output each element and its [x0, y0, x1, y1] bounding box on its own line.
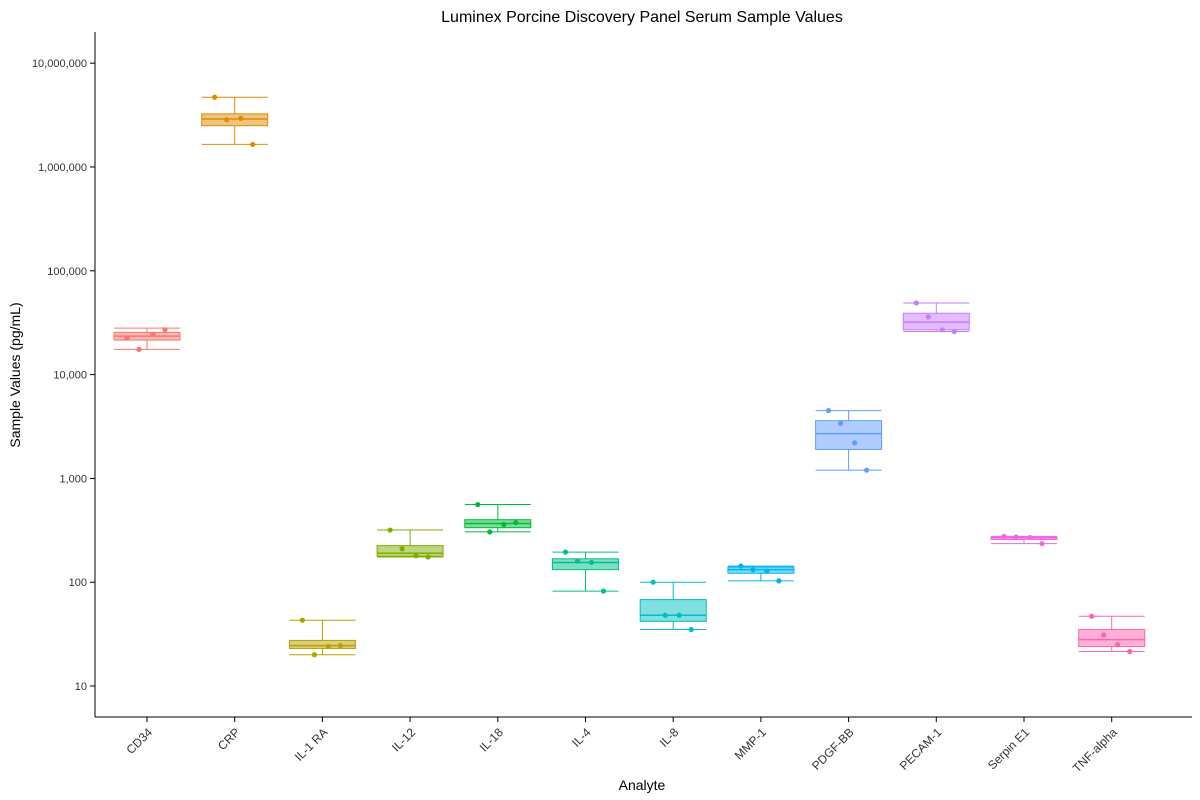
data-point	[162, 327, 168, 333]
x-tick-label: CD34	[124, 725, 156, 757]
data-point	[913, 300, 919, 306]
data-point	[238, 115, 244, 121]
data-point	[1101, 632, 1107, 638]
data-point	[387, 527, 393, 533]
box-group	[727, 563, 795, 584]
box-iqr	[639, 599, 707, 622]
y-tick-label: 100,000	[47, 266, 87, 278]
data-point	[838, 420, 844, 426]
data-point	[951, 328, 957, 335]
data-point	[337, 643, 343, 649]
box-group	[990, 533, 1058, 547]
x-axis-title: Analyte	[619, 777, 666, 793]
data-point	[250, 141, 256, 148]
data-point	[1001, 533, 1007, 540]
data-point	[600, 588, 607, 594]
y-tick-label: 100	[69, 577, 87, 589]
data-point	[212, 94, 218, 100]
box-group	[376, 527, 444, 560]
x-tick-label: IL-8	[657, 725, 682, 750]
data-point	[124, 335, 130, 341]
data-point	[925, 314, 931, 320]
plot-area	[113, 94, 1146, 658]
data-point	[688, 626, 694, 633]
data-point	[1089, 613, 1095, 619]
x-tick-label: PDGF-BB	[809, 725, 857, 773]
x-tick-label: CRP	[215, 725, 243, 753]
box-iqr	[552, 558, 619, 571]
box-group	[201, 94, 269, 148]
data-point	[776, 578, 782, 584]
data-point	[662, 612, 668, 618]
x-tick-label: MMP-1	[732, 725, 769, 762]
box-iqr	[201, 113, 269, 127]
data-point	[852, 440, 858, 446]
y-tick-label: 10,000	[53, 370, 87, 382]
box-group	[639, 579, 707, 633]
box-group	[552, 549, 619, 594]
box-iqr	[815, 420, 883, 450]
data-point	[738, 563, 744, 569]
y-tick-label: 1,000,000	[38, 162, 87, 174]
data-point	[864, 467, 870, 473]
data-point	[150, 331, 156, 337]
box-group	[464, 501, 532, 535]
y-axis: 10 100 1,000 10,000 100,000 1,000,000 10,000,0…	[32, 32, 96, 717]
data-point	[588, 559, 595, 566]
data-point	[676, 612, 682, 618]
data-point	[1013, 534, 1019, 540]
box-group	[815, 407, 883, 473]
x-tick-label: IL-18	[477, 725, 506, 754]
box-group	[113, 327, 181, 352]
data-point	[826, 407, 832, 414]
y-tick-label: 1,000	[59, 473, 87, 485]
y-axis-title: Sample Values (pg/mL)	[7, 302, 23, 447]
data-point	[501, 521, 507, 528]
box-iqr	[288, 639, 356, 649]
x-tick-label: TNF-alpha	[1070, 725, 1120, 775]
box-iqr	[1078, 629, 1146, 648]
box-iqr	[376, 545, 444, 557]
data-point	[224, 117, 230, 123]
data-point	[299, 617, 305, 623]
data-point	[1027, 534, 1033, 541]
x-tick-label: PECAM-1	[897, 725, 945, 773]
x-tick-label: Serpin E1	[985, 725, 1032, 772]
chart-title: Luminex Porcine Discovery Panel Serum Sa…	[441, 9, 843, 26]
data-point	[650, 579, 656, 585]
data-point	[764, 568, 770, 574]
data-point	[1039, 541, 1045, 547]
data-point	[487, 529, 493, 535]
data-point	[311, 652, 317, 658]
data-point	[574, 558, 581, 564]
x-axis: CD34 CRP IL-1 RA IL-12 IL-18 IL-4 IL-8 MMP-1 PDG…	[95, 716, 1192, 775]
data-point	[939, 327, 945, 333]
data-point	[562, 549, 569, 555]
data-point	[325, 643, 331, 650]
y-tick-label: 10	[75, 681, 87, 693]
x-tick-label: IL-12	[389, 725, 418, 754]
box-group	[902, 300, 970, 335]
y-tick-label: 10,000,000	[32, 58, 87, 70]
data-point	[136, 346, 142, 352]
data-point	[425, 554, 431, 560]
x-tick-label: IL-1 RA	[292, 725, 331, 764]
data-point	[750, 567, 756, 573]
data-point	[475, 501, 481, 508]
data-point	[413, 553, 419, 559]
data-point	[513, 520, 519, 526]
data-point	[1115, 642, 1121, 648]
data-point	[1127, 648, 1133, 655]
x-tick-label: IL-4	[569, 725, 594, 750]
data-point	[399, 546, 405, 552]
box-group	[1078, 613, 1146, 655]
box-group	[288, 617, 356, 658]
